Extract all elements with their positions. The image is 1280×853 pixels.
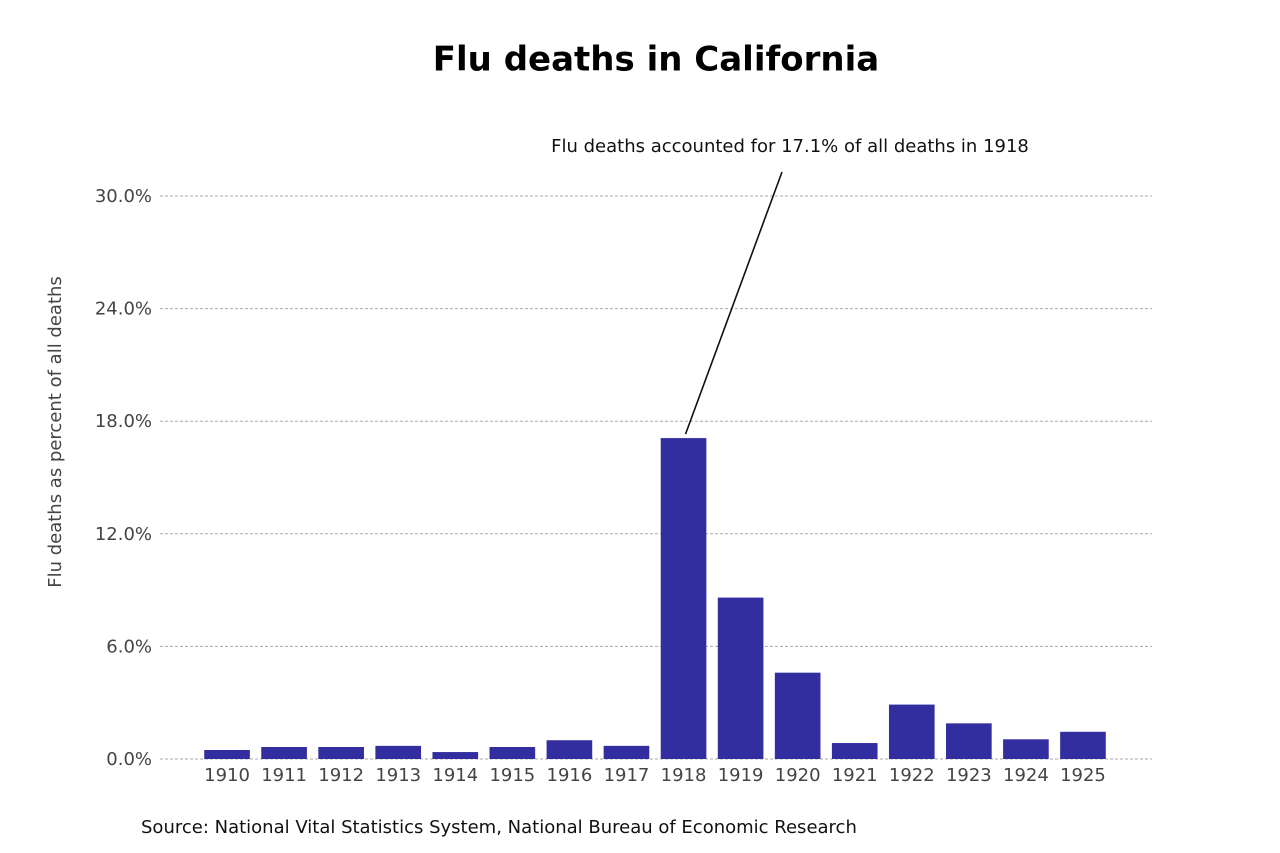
annotation-arrow — [684, 171, 783, 435]
bar — [774, 672, 821, 759]
bar — [318, 746, 364, 759]
bar — [1003, 739, 1049, 759]
x-tick-label: 1912 — [318, 765, 364, 786]
bar — [888, 704, 935, 759]
x-tick-label: 1916 — [547, 765, 593, 786]
x-tick-label: 1913 — [375, 765, 421, 786]
x-tick-label: 1922 — [889, 765, 935, 786]
x-tick-label: 1917 — [604, 765, 650, 786]
x-tick-label: 1925 — [1060, 765, 1106, 786]
y-tick-label: 0.0% — [106, 749, 152, 770]
x-tick-label: 1921 — [832, 765, 878, 786]
bar — [946, 723, 992, 759]
source: Source: National Vital Statistics System… — [141, 817, 857, 838]
x-tick-label: 1914 — [432, 765, 478, 786]
bar — [375, 745, 422, 759]
bar — [489, 746, 536, 759]
x-tick-label: 1923 — [946, 765, 992, 786]
x-tick-label: 1918 — [661, 765, 707, 786]
bar — [204, 749, 250, 759]
x-tick-label: 1910 — [204, 765, 250, 786]
bar — [546, 740, 593, 759]
y-tick-label: 6.0% — [106, 636, 152, 657]
y-tick-label: 12.0% — [95, 524, 152, 545]
bar — [1060, 731, 1106, 759]
x-tick-label: 1920 — [775, 765, 821, 786]
x-tick-label: 1919 — [718, 765, 764, 786]
y-axis-label: Flu deaths as percent of all deaths — [45, 276, 66, 588]
chart-title: Flu deaths in California — [433, 40, 879, 80]
y-tick-label: 18.0% — [95, 411, 152, 432]
bar — [660, 438, 707, 759]
x-tick-label: 1915 — [489, 765, 535, 786]
bar — [261, 746, 307, 759]
y-tick-label: 30.0% — [95, 186, 152, 207]
bar — [831, 743, 878, 759]
bar — [432, 752, 479, 759]
annotation: Flu deaths accounted for 17.1% of all de… — [551, 136, 1029, 157]
x-tick-label: 1911 — [261, 765, 307, 786]
y-tick-label: 24.0% — [95, 299, 152, 320]
bar — [717, 597, 764, 759]
bar — [603, 745, 650, 759]
x-tick-label: 1924 — [1003, 765, 1049, 786]
